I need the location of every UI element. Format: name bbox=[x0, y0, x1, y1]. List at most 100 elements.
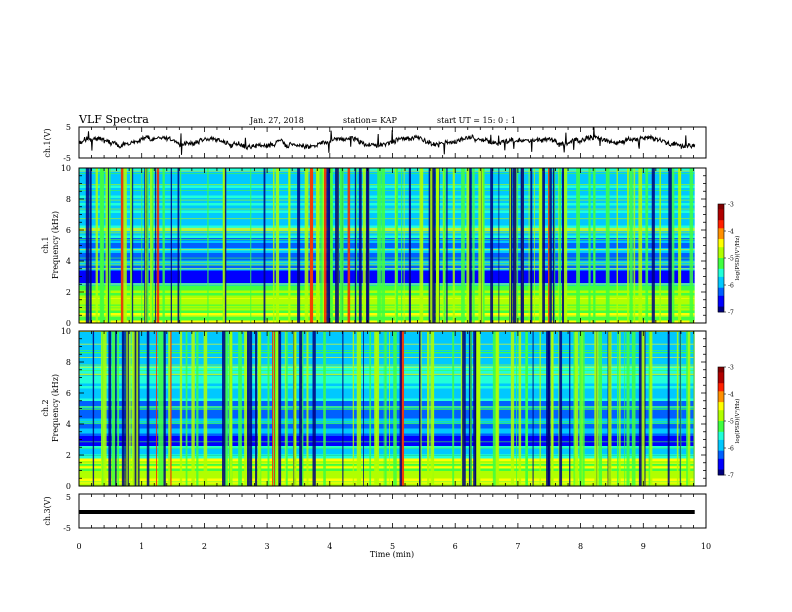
ch1-spectrogram-event bbox=[297, 168, 301, 323]
ch2-spectrogram-colorbar-swatch bbox=[718, 396, 724, 400]
ch1-spectrogram-panel: 0 2 4 6 8 10 ch.1 Frequency (kHz) -3 -4 -5 -6 -7 l… bbox=[41, 164, 741, 328]
ch2-spectrogram-band bbox=[79, 466, 695, 470]
ch2-spectrogram-tone-line bbox=[79, 408, 695, 410]
ch1-spectrogram-event bbox=[330, 168, 333, 323]
ch1-spectrogram-tone-line bbox=[79, 199, 695, 201]
ch1-spectrogram-event bbox=[107, 168, 109, 323]
ch1-spectrogram-tone-line bbox=[79, 249, 695, 251]
ch2-spectrogram-band bbox=[79, 383, 695, 387]
ch2-spectrogram-colorbar-swatch bbox=[718, 372, 724, 376]
ch1-spectrogram-colorbar-swatch bbox=[718, 209, 724, 213]
ch2-spectrogram-colorbar-swatch bbox=[718, 456, 724, 460]
ch1-spectrogram-event bbox=[150, 168, 154, 323]
ch2-spectrogram-colorbar-swatch bbox=[718, 407, 724, 411]
ch2-spectrogram-event bbox=[418, 331, 421, 486]
ch2-spectrogram-event bbox=[626, 331, 630, 486]
ch3-waveform-ticks bbox=[78, 494, 707, 528]
ch1-spectrogram-event bbox=[105, 168, 108, 323]
ch1-spectrogram-colorbar-swatch bbox=[718, 274, 724, 278]
ch1-spectrogram-event bbox=[533, 168, 535, 323]
ch1-spectrogram-event bbox=[633, 168, 636, 323]
ch2-spectrogram-event bbox=[191, 331, 195, 486]
ch1-spectrogram-event bbox=[443, 168, 446, 323]
ch2-spectrogram-tone-line bbox=[79, 454, 695, 456]
ch2-spectrogram-colorbar-swatch bbox=[718, 437, 724, 441]
ch1-spectrogram-colorbar-swatch bbox=[718, 220, 724, 224]
ch2-spectrogram-tone-line bbox=[79, 423, 695, 425]
ch2-spectrogram-ylabel-channel: ch.2 bbox=[41, 399, 50, 416]
ch1-spectrogram-event bbox=[170, 168, 172, 323]
ch2-spectrogram-event bbox=[574, 331, 579, 486]
ch2-spectrogram-event bbox=[342, 331, 344, 486]
ch1-spectrogram-event bbox=[145, 168, 147, 323]
date-label: Jan. 27, 2018 bbox=[249, 116, 304, 125]
ch2-spectrogram-yticklabel: 2 bbox=[66, 451, 71, 460]
ch2-spectrogram-event bbox=[400, 331, 405, 486]
ch2-spectrogram-event bbox=[108, 331, 112, 486]
ch2-spectrogram-heatmap bbox=[79, 331, 706, 487]
ch2-spectrogram-event bbox=[179, 331, 183, 486]
ch2-spectrogram-band bbox=[79, 456, 695, 460]
ch1-spectrogram-event bbox=[100, 168, 105, 323]
ch2-spectrogram-colorbar-label: log(PSD)(V²/Hz) bbox=[734, 399, 741, 444]
ch2-spectrogram-colorbar-swatch bbox=[718, 421, 724, 425]
ch2-spectrogram-event bbox=[573, 331, 576, 486]
ch1-spectrogram-band bbox=[79, 258, 695, 262]
ch1-spectrogram-colorbar-ticklabel: -3 bbox=[728, 202, 734, 209]
ch2-spectrogram-event bbox=[582, 331, 585, 486]
ch2-spectrogram-event bbox=[103, 331, 107, 486]
ch1-spectrogram-event bbox=[322, 168, 326, 323]
ch1-spectrogram-colorbar-swatch bbox=[718, 268, 724, 272]
ch1-spectrogram-event bbox=[517, 168, 519, 323]
ch2-spectrogram-event bbox=[598, 331, 603, 486]
ch2-spectrogram-event bbox=[687, 331, 691, 486]
ch2-spectrogram-event bbox=[168, 331, 172, 486]
ch1-spectrogram-colorbar-swatch bbox=[718, 222, 724, 226]
ch2-spectrogram-event bbox=[510, 331, 515, 486]
ch1-spectrogram-band bbox=[79, 315, 695, 319]
ch2-spectrogram-band bbox=[79, 461, 695, 465]
ch1-spectrogram-event bbox=[309, 168, 314, 323]
ch1-spectrogram-band bbox=[79, 268, 695, 272]
ch2-spectrogram-band bbox=[79, 418, 695, 422]
ch2-spectrogram-band bbox=[79, 371, 695, 375]
ch1-spectrogram-band bbox=[79, 275, 695, 279]
ch1-waveform-panel: 5 -5 ch.1(V) bbox=[43, 123, 707, 163]
ch1-spectrogram-event bbox=[356, 168, 358, 323]
ch2-spectrogram-event bbox=[596, 331, 599, 486]
ch1-spectrogram-colorbar-swatch bbox=[718, 236, 724, 240]
ch1-spectrogram-band bbox=[79, 240, 695, 244]
time-axis-ticklabel: 6 bbox=[453, 542, 458, 551]
ch2-spectrogram-band bbox=[79, 401, 695, 405]
ch2-spectrogram-event bbox=[624, 331, 626, 486]
ch1-spectrogram-band bbox=[79, 213, 695, 217]
ch1-spectrogram-colorbar-swatch bbox=[718, 206, 724, 210]
ch1-spectrogram-tone-line bbox=[79, 257, 695, 259]
ch1-spectrogram-colorbar-swatch bbox=[718, 282, 724, 286]
ch1-spectrogram-event bbox=[275, 168, 280, 323]
ch1-spectrogram-event bbox=[141, 168, 143, 323]
ch1-spectrogram-colorbar-swatch bbox=[718, 285, 724, 289]
ch2-spectrogram-ylabel-frequency: Frequency (kHz) bbox=[51, 374, 60, 442]
ch2-spectrogram-tone-line bbox=[79, 481, 695, 483]
ch1-spectrogram-colorbar-swatch bbox=[718, 271, 724, 275]
ch2-spectrogram-band bbox=[79, 481, 695, 485]
ch1-spectrogram-event bbox=[678, 168, 682, 323]
ch2-spectrogram-band bbox=[79, 468, 695, 472]
ch1-spectrogram-colorbar-swatch bbox=[718, 303, 724, 307]
ch1-spectrogram-event bbox=[482, 168, 485, 323]
ch1-spectrogram-colorbar-swatch bbox=[718, 225, 724, 229]
ch1-spectrogram-event bbox=[530, 168, 533, 323]
ch1-spectrogram-band bbox=[79, 168, 695, 172]
ch2-spectrogram-band bbox=[79, 473, 695, 477]
ch1-spectrogram-band bbox=[79, 300, 695, 304]
ch2-spectrogram-tone-line bbox=[79, 364, 695, 366]
ch1-spectrogram-band bbox=[79, 290, 695, 294]
ch2-spectrogram-event bbox=[196, 331, 199, 486]
ch1-spectrogram-event bbox=[272, 168, 275, 323]
ch2-spectrogram-event bbox=[255, 331, 258, 486]
ch1-spectrogram-tone-line bbox=[79, 239, 695, 240]
station-label: station= KAP bbox=[343, 116, 398, 125]
ch1-spectrogram-band bbox=[79, 318, 695, 322]
ch1-ytick-top: 5 bbox=[66, 123, 71, 132]
